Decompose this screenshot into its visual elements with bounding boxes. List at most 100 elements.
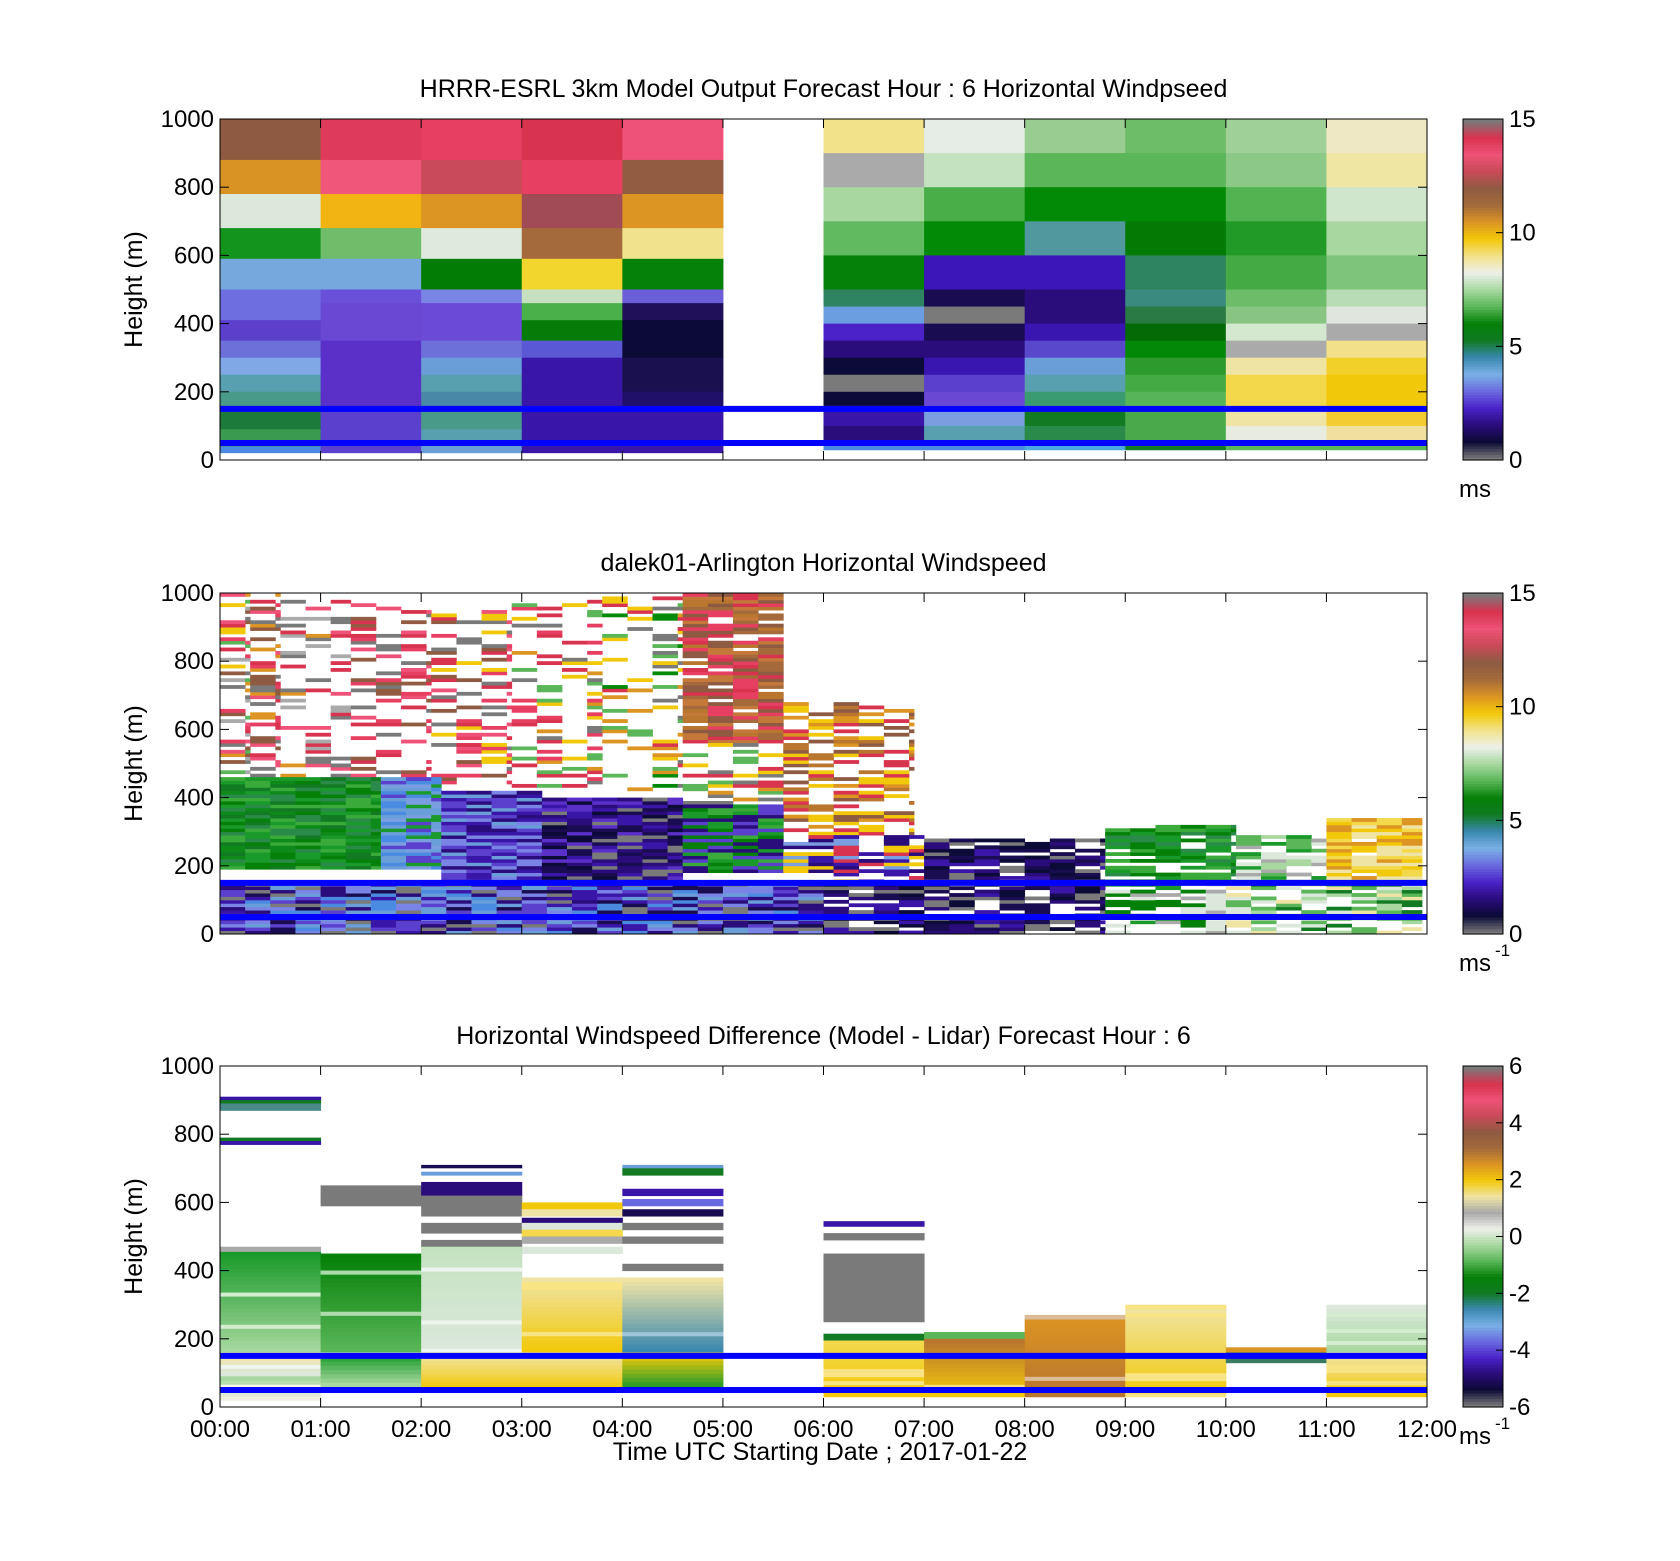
heatmap-cell [245, 821, 271, 826]
colorbar-swatch [1463, 1074, 1503, 1078]
heatmap-cell [516, 838, 543, 843]
heatmap-cell [456, 691, 482, 696]
heatmap-cell [421, 320, 523, 342]
heatmap-cell [592, 841, 618, 846]
heatmap-cell [602, 729, 628, 734]
heatmap-cell [295, 852, 321, 856]
heatmap-cell [421, 1171, 523, 1176]
heatmap-cell [1401, 927, 1423, 931]
heatmap-cell [431, 674, 457, 679]
x-tick-label: 11:00 [1297, 1416, 1355, 1443]
colorbar-unit: ms [1459, 950, 1491, 977]
heatmap-cell [1225, 340, 1327, 359]
heatmap-cell [949, 906, 975, 911]
colorbar-swatch [1463, 678, 1503, 682]
heatmap-cell [1125, 1324, 1227, 1330]
heatmap-cell [783, 736, 809, 741]
heatmap-cell [1049, 889, 1076, 894]
heatmap-cell [220, 1348, 322, 1353]
heatmap-cell [682, 633, 709, 638]
heatmap-cell [295, 865, 321, 870]
heatmap-cell [682, 787, 709, 792]
heatmap-cell [1326, 852, 1352, 856]
heatmap-cell [421, 1295, 523, 1301]
colorbar-tick-label: 2 [1509, 1167, 1522, 1194]
heatmap-cell [773, 930, 799, 934]
heatmap-cell [421, 391, 523, 410]
colorbar-unit: ms [1459, 476, 1491, 503]
heatmap-cell [758, 736, 784, 741]
heatmap-cell [697, 896, 724, 901]
heatmap-cell [441, 855, 467, 860]
heatmap-cell [546, 893, 573, 897]
heatmap-cell [1105, 930, 1131, 934]
heatmap-cell [320, 923, 347, 928]
heatmap-cell [471, 910, 498, 914]
heatmap-cell [370, 783, 382, 788]
heatmap-cell [431, 732, 457, 737]
heatmap-cell [441, 801, 467, 805]
heatmap-cell [345, 862, 372, 867]
heatmap-cell [833, 828, 860, 833]
heatmap-cell [320, 797, 347, 802]
heatmap-cell [1100, 865, 1106, 870]
heatmap-cell [1180, 876, 1207, 880]
heatmap-cell [320, 804, 347, 809]
heatmap-cell [1351, 865, 1378, 870]
heatmap-cell [823, 923, 850, 928]
heatmap-cell [370, 865, 382, 870]
heatmap-cell [245, 797, 271, 802]
heatmap-cell [481, 705, 508, 710]
heatmap-cell [421, 1336, 523, 1341]
heatmap-cell [245, 739, 251, 744]
colorbar-swatch [1463, 803, 1503, 807]
colorbar-swatch [1463, 1151, 1503, 1155]
heatmap-cell [406, 835, 432, 839]
heatmap-cell [1125, 391, 1227, 406]
heatmap-cell [220, 340, 322, 359]
heatmap-cell [220, 1344, 322, 1349]
heatmap-cell [380, 814, 407, 819]
heatmap-cell [496, 906, 523, 911]
heatmap-cell [672, 923, 699, 928]
heatmap-cell [406, 862, 432, 867]
heatmap-cell [567, 838, 593, 843]
heatmap-cell [295, 797, 321, 802]
heatmap-cell [758, 678, 784, 683]
heatmap-cell [350, 715, 377, 720]
heatmap-cell [245, 828, 271, 833]
heatmap-cell [1074, 848, 1101, 853]
heatmap-cell [1024, 1319, 1126, 1324]
heatmap-cell [491, 835, 518, 839]
heatmap-cell [1049, 920, 1076, 925]
heatmap-cell [732, 821, 759, 826]
colorbar-swatch [1463, 1066, 1503, 1070]
heatmap-cell [275, 691, 281, 696]
heatmap-cell [707, 671, 734, 676]
heatmap-cell [406, 797, 432, 802]
heatmap-cell [682, 620, 709, 625]
heatmap-cell [1326, 408, 1427, 427]
heatmap-cell [426, 661, 432, 666]
heatmap-cell [1235, 845, 1262, 850]
heatmap-cell [1125, 1356, 1227, 1362]
heatmap-cell [295, 831, 321, 836]
heatmap-cell [567, 869, 593, 874]
heatmap-cell [732, 661, 759, 666]
heatmap-cell [1351, 845, 1378, 850]
heatmap-cell [431, 698, 457, 703]
heatmap-cell [370, 886, 397, 891]
heatmap-cell [431, 818, 442, 822]
heatmap-cell [1125, 1308, 1227, 1314]
colorbar-swatch [1463, 1171, 1503, 1175]
colorbar-swatch [1463, 221, 1503, 225]
heatmap-cell [1351, 869, 1378, 874]
heatmap-cell [521, 1323, 623, 1328]
heatmap-cell [320, 903, 347, 908]
heatmap-cell [481, 657, 508, 662]
heatmap-cell [1401, 876, 1423, 880]
colorbar-swatch [1463, 315, 1503, 319]
heatmap-cell [491, 797, 518, 802]
heatmap-cell [697, 910, 724, 914]
heatmap-cell [783, 852, 809, 856]
